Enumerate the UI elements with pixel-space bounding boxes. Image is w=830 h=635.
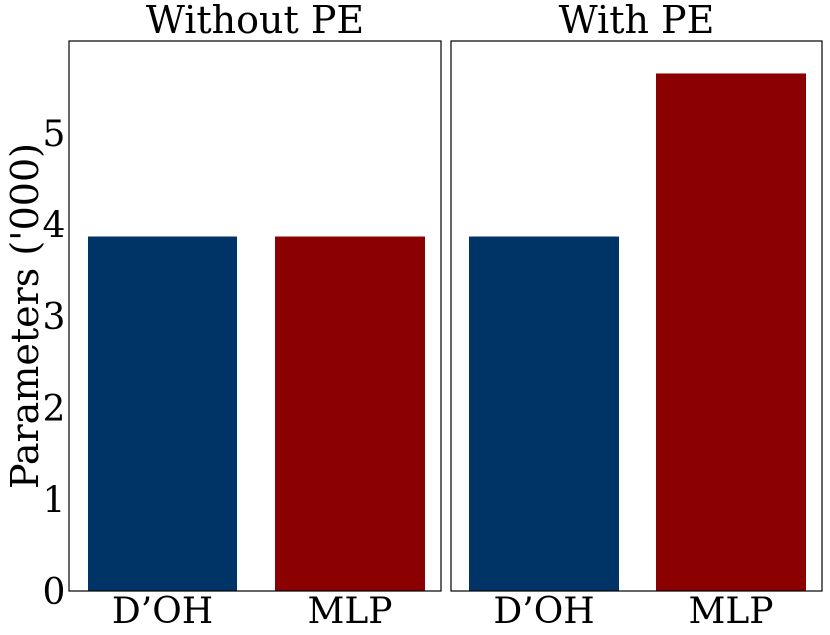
y-axis-ticks: 0 1 2 3 4 5 [43,114,66,613]
bar-1-2 [275,236,425,591]
bar-2-2 [656,73,806,591]
panel-frame-2 [450,40,823,592]
bar-2-1 [469,236,619,591]
y-tick-label-5: 5 [43,114,66,155]
bar-1-1 [88,236,237,591]
x-tick-label-1-1: D’OH [112,591,213,632]
panel-title-1: Without PE [146,0,364,42]
y-axis-label: Parameters ('000) [3,143,47,489]
y-tick-label-3: 3 [43,297,66,338]
panel-frame-1 [68,40,442,592]
y-tick-label-2: 2 [43,389,66,430]
panel-title-2: With PE [559,0,715,42]
panels-layer: D’OH MLP Without PE D’OH MLP With PE 0 1 2 3 4 5 [43,0,823,632]
x-tick-label-2-2: MLP [689,591,774,632]
y-tick-label-4: 4 [43,206,66,247]
x-tick-label-2-1: D’OH [493,591,594,632]
panel-2: D’OH MLP With PE [450,0,823,632]
panel-1: D’OH MLP Without PE [68,0,442,632]
x-tick-label-1-2: MLP [308,591,393,632]
y-tick-label-0: 0 [43,572,66,613]
y-tick-label-1: 1 [43,480,66,521]
